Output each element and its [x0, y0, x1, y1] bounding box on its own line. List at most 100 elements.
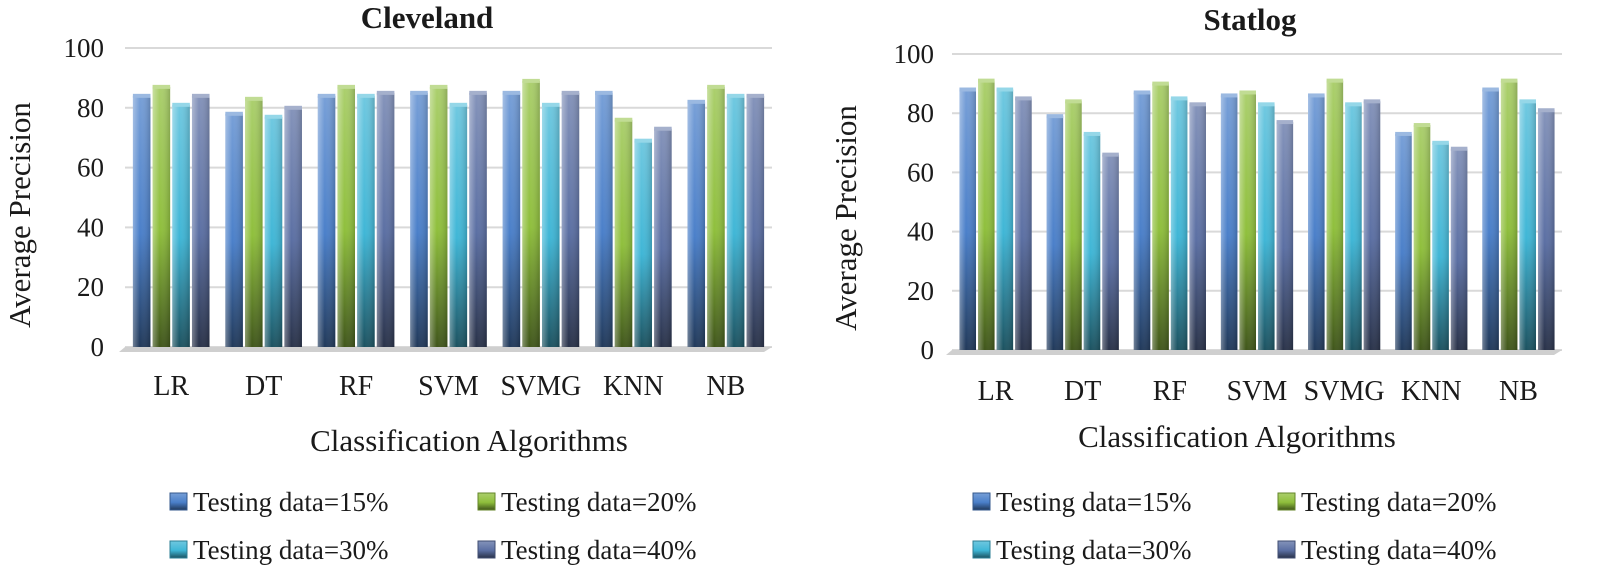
bar-top — [1482, 87, 1499, 92]
bar-shading — [1363, 101, 1381, 350]
x-axis-categories: LR DT RF SVM SVMG KNN NB — [153, 371, 745, 402]
bar-shading — [1189, 104, 1206, 350]
bar-top — [1152, 81, 1169, 86]
bar-top — [1046, 114, 1064, 119]
bar-top — [1326, 78, 1344, 83]
bar-top — [1308, 93, 1325, 98]
legend-label: Testing data=40% — [501, 535, 697, 565]
legend-label: Testing data=20% — [501, 487, 697, 517]
bar-shading — [1258, 104, 1275, 350]
bar-top — [654, 126, 672, 131]
bar-top — [1500, 78, 1518, 83]
bar-shading — [376, 92, 395, 347]
bar-top — [1189, 102, 1206, 107]
x-category-label: DT — [1064, 376, 1101, 407]
bar-shading — [410, 92, 428, 347]
bar-shading — [1083, 133, 1101, 350]
legend-swatch — [169, 492, 188, 511]
x-category-label: LR — [978, 376, 1014, 407]
bar-top — [1413, 123, 1431, 128]
bar-top — [225, 111, 243, 116]
x-axis-categories: LR DT RF SVM SVMG KNN NB — [978, 376, 1538, 407]
y-tick-label: 0 — [91, 332, 105, 362]
bar-top — [1015, 96, 1032, 101]
chart-title: Cleveland — [361, 0, 494, 35]
x-category-label: SVMG — [500, 371, 581, 402]
x-category-label: KNN — [603, 371, 664, 402]
bar-top — [357, 93, 375, 98]
bar-top — [1133, 90, 1151, 95]
bar-top — [1395, 131, 1412, 136]
bar-shading — [1395, 133, 1412, 350]
bar-shading — [978, 80, 995, 350]
legend-swatch — [477, 540, 496, 559]
y-tick-label: 0 — [921, 335, 935, 365]
y-tick-label: 40 — [77, 212, 104, 242]
bar-shading — [996, 89, 1014, 351]
bar-shading — [1413, 125, 1431, 350]
legend-label: Testing data=15% — [996, 487, 1192, 517]
bar-shading — [541, 104, 560, 347]
bar-shading — [522, 80, 540, 347]
bar-shading — [1326, 80, 1344, 350]
bar-top — [429, 84, 448, 89]
bar-shading — [172, 104, 190, 347]
x-category-label: DT — [245, 371, 282, 402]
chart-floor — [946, 350, 1562, 355]
bar-top — [337, 84, 356, 89]
bar-top — [726, 93, 745, 98]
x-category-label: SVM — [418, 371, 479, 402]
bar-shading — [959, 89, 977, 351]
y-axis-ticks: 0 20 40 60 80 100 — [64, 33, 105, 362]
y-axis-ticks: 0 20 40 60 80 100 — [894, 39, 935, 365]
legend-label: Testing data=20% — [1301, 487, 1497, 517]
bar-top — [614, 117, 633, 122]
legend-swatch — [972, 492, 991, 511]
bar-top — [1102, 152, 1119, 157]
bar-top — [707, 84, 725, 89]
bar-shading — [746, 95, 765, 347]
bar-top — [449, 102, 468, 107]
bar-top — [152, 84, 171, 89]
bar-shading — [225, 113, 243, 347]
bar-top — [1239, 90, 1256, 95]
cleveland-chart-panel: Cleveland Average Precision Classificati… — [2, 0, 772, 565]
bar-shading — [1308, 95, 1325, 350]
bar-top — [1083, 131, 1101, 136]
bar-shading — [726, 95, 745, 347]
bar-top — [1276, 120, 1294, 125]
y-axis-title: Average Precision — [2, 102, 37, 328]
bar-shading — [1239, 92, 1256, 350]
bar-shading — [317, 95, 336, 347]
bar-top — [172, 102, 190, 107]
bar-top — [1363, 99, 1381, 104]
legend-swatch — [972, 540, 991, 559]
bar-top — [959, 87, 977, 92]
bar-shading — [1065, 101, 1082, 350]
x-axis-title: Classification Algorithms — [310, 423, 628, 458]
bar-top — [191, 93, 210, 98]
legend-swatch — [169, 540, 188, 559]
bar-shading — [1432, 142, 1449, 350]
y-tick-label: 100 — [894, 39, 935, 69]
bar-shading — [264, 116, 283, 348]
bar-top — [132, 93, 151, 98]
x-category-label: RF — [339, 371, 373, 402]
bar-top — [284, 105, 302, 110]
legend: Testing data=15% Testing data=20% Testing … — [972, 487, 1497, 565]
bar-top — [746, 93, 765, 98]
bar-shading — [1537, 110, 1555, 351]
bar-top — [1519, 99, 1536, 104]
bar-shading — [502, 92, 521, 347]
bar-top — [541, 102, 560, 107]
bar-top — [376, 90, 395, 95]
x-category-label: SVMG — [1304, 376, 1385, 407]
bar-top — [1220, 93, 1238, 98]
legend-label: Testing data=30% — [996, 535, 1192, 565]
bar-shading — [152, 86, 171, 348]
y-tick-label: 60 — [77, 153, 104, 183]
bar-top — [595, 90, 613, 95]
bar-top — [245, 96, 263, 101]
bar-shading — [634, 140, 652, 347]
bar-shading — [654, 128, 672, 347]
